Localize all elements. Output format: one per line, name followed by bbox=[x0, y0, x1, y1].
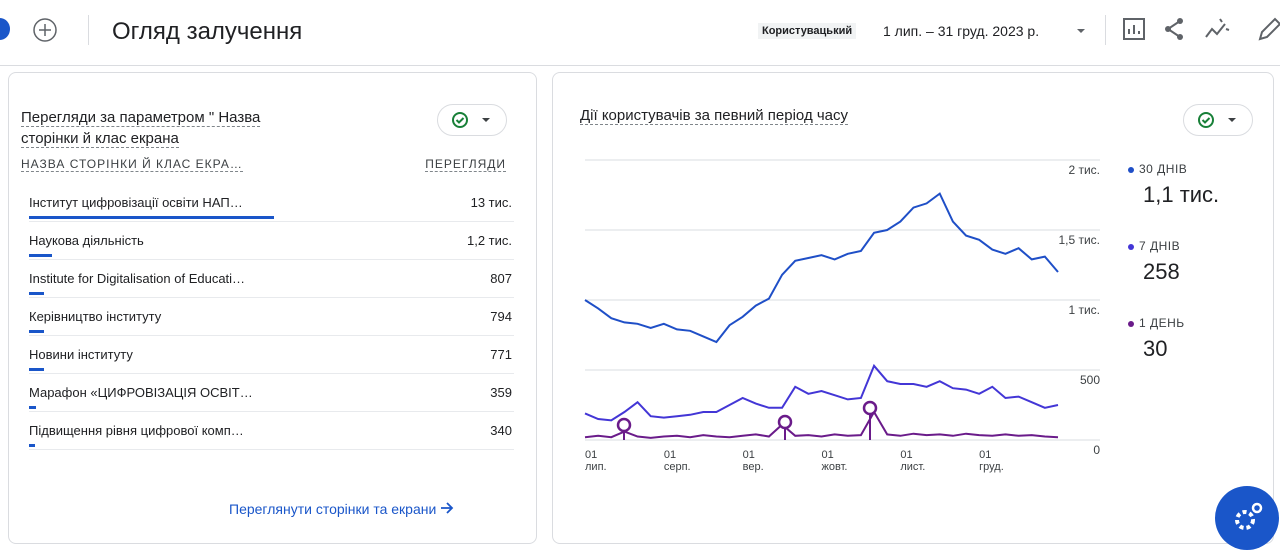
table-row: Наукова діяльність 1,2 тис. bbox=[29, 221, 514, 260]
row-value: 807 bbox=[490, 271, 512, 286]
legend-summary: 30 bbox=[1143, 336, 1168, 361]
comparison-chip[interactable]: Користувацький bbox=[758, 23, 857, 39]
row-name: Керівництво інституту bbox=[29, 309, 162, 324]
table-card: Перегляди за параметром " Назва сторінки… bbox=[8, 72, 537, 544]
row-bar bbox=[29, 254, 52, 257]
row-bar bbox=[29, 292, 45, 295]
legend-dot bbox=[1128, 243, 1134, 250]
view-link[interactable]: Переглянути сторінки та екрани bbox=[229, 501, 454, 517]
x-tick-label: 01 серп. bbox=[664, 449, 691, 473]
y-tick-label: 2 тис. bbox=[1068, 163, 1100, 177]
table-row: Керівництво інституту 794 bbox=[29, 297, 514, 336]
annotation-marker bbox=[862, 400, 878, 416]
row-bar bbox=[29, 330, 44, 333]
toolbar-icons[interactable] bbox=[1120, 15, 1280, 45]
page-title: Огляд залучення bbox=[112, 18, 303, 45]
header: Огляд залучення Користувацький 1 лип. – … bbox=[0, 0, 1280, 66]
row-name: Марафон «ЦИФРОВІЗАЦІЯ ОСВІТ… bbox=[29, 385, 253, 400]
avatar[interactable] bbox=[0, 18, 10, 40]
legend-dot bbox=[1128, 320, 1134, 327]
x-tick-label-part: лип. bbox=[585, 461, 607, 473]
series-line bbox=[584, 410, 1059, 439]
x-tick-label-part: жовт. bbox=[822, 461, 848, 473]
row-name: Новини інституту bbox=[29, 347, 133, 362]
card-title: Перегляди за параметром " Назва сторінки… bbox=[21, 107, 276, 149]
x-tick-label-part: лист. bbox=[900, 461, 925, 473]
legend-name: 7 ДНІВ bbox=[1128, 239, 1180, 253]
x-tick-label-part: 01 bbox=[664, 449, 676, 461]
x-tick-label-part: 01 bbox=[979, 449, 991, 461]
row-value: 794 bbox=[490, 309, 512, 324]
row-bar bbox=[29, 406, 36, 409]
x-tick-label: 01 лип. bbox=[585, 449, 607, 473]
x-tick-label-part: 01 bbox=[822, 449, 834, 461]
divider bbox=[88, 15, 89, 45]
row-name: Наукова діяльність bbox=[29, 233, 144, 248]
date-range[interactable]: 1 лип. – 31 груд. 2023 р. bbox=[883, 23, 1040, 39]
row-value: 771 bbox=[490, 347, 512, 362]
table-row: Institute for Digitalisation of Educati…… bbox=[29, 259, 514, 298]
row-value: 340 bbox=[490, 423, 512, 438]
table-row: Марафон «ЦИФРОВІЗАЦІЯ ОСВІТ… 359 bbox=[29, 373, 514, 412]
chip-icon bbox=[452, 112, 490, 128]
table-row: Підвищення рівня цифрової комп… 340 bbox=[29, 411, 514, 450]
card-title-text: Перегляди за параметром " Назва сторінки… bbox=[21, 109, 261, 148]
x-tick-label-part: серп. bbox=[664, 461, 691, 473]
divider bbox=[1105, 15, 1106, 45]
y-tick-label: 1,5 тис. bbox=[1058, 233, 1100, 247]
legend-summary: 1,1 тис. bbox=[1143, 182, 1220, 207]
legend-name: 1 ДЕНЬ bbox=[1128, 316, 1185, 330]
x-tick-label: 01 груд. bbox=[979, 449, 1004, 473]
legend-text: 1 ДЕНЬ bbox=[1139, 316, 1185, 330]
x-tick-label: 01 вер. bbox=[743, 449, 764, 473]
row-value: 13 тис. bbox=[470, 195, 512, 210]
x-tick-label-part: 01 bbox=[743, 449, 755, 461]
x-tick-label-part: груд. bbox=[979, 461, 1004, 473]
row-bar bbox=[29, 216, 274, 219]
y-tick-label: 1 тис. bbox=[1068, 303, 1100, 317]
x-tick-label-part: 01 bbox=[585, 449, 597, 461]
fab[interactable] bbox=[1215, 486, 1279, 550]
row-name: Підвищення рівня цифрової комп… bbox=[29, 423, 244, 438]
row-bar bbox=[29, 444, 36, 447]
x-tick-label-part: вер. bbox=[743, 461, 764, 473]
status-chip[interactable] bbox=[437, 104, 507, 136]
link-text[interactable]: Переглянути сторінки та екрани bbox=[229, 501, 437, 517]
y-tick-label: 500 bbox=[1080, 373, 1100, 387]
row-name: Institute for Digitalisation of Educati… bbox=[29, 271, 246, 286]
legend-text: 7 ДНІВ bbox=[1139, 239, 1181, 253]
chip-icon bbox=[1198, 112, 1236, 128]
chart-title: Дії користувачів за певний період часу bbox=[580, 107, 849, 125]
fab-icon bbox=[1235, 502, 1263, 530]
table-row: Новини інституту 771 bbox=[29, 335, 514, 374]
chart-title-text: Дії користувачів за певний період часу bbox=[580, 107, 849, 125]
x-tick-label: 01 лист. bbox=[900, 449, 925, 473]
column-header[interactable]: НАЗВА СТОРІНКИ Й КЛАС ЕКРА… bbox=[21, 157, 243, 172]
status-chip[interactable] bbox=[1183, 104, 1253, 136]
x-tick-label: 01 жовт. bbox=[822, 449, 848, 473]
row-bar bbox=[29, 368, 44, 371]
legend-dot bbox=[1128, 166, 1134, 173]
row-value: 1,2 тис. bbox=[466, 233, 512, 248]
row-name: Інститут цифровізації освіти НАП… bbox=[29, 195, 243, 210]
table-row: Інститут цифровізації освіти НАП… 13 тис. bbox=[29, 183, 514, 222]
legend-text: 30 ДНІВ bbox=[1139, 162, 1188, 176]
annotation-marker bbox=[777, 414, 793, 430]
dropdown-arrow[interactable] bbox=[1075, 26, 1087, 36]
chart-card: Дії користувачів за певний період часу bbox=[552, 72, 1274, 544]
legend-summary: 258 bbox=[1143, 259, 1180, 284]
legend-name: 30 ДНІВ bbox=[1128, 162, 1187, 176]
x-tick-label-part: 01 bbox=[900, 449, 912, 461]
annotation-marker bbox=[616, 417, 632, 433]
series-line bbox=[584, 192, 1059, 344]
link-arrow bbox=[441, 502, 454, 514]
column-header[interactable]: ПЕРЕГЛЯДИ bbox=[425, 157, 506, 172]
add-comparison[interactable] bbox=[32, 17, 58, 43]
y-tick-label: 0 bbox=[1093, 443, 1100, 457]
series-line bbox=[584, 363, 1059, 422]
row-value: 359 bbox=[490, 385, 512, 400]
